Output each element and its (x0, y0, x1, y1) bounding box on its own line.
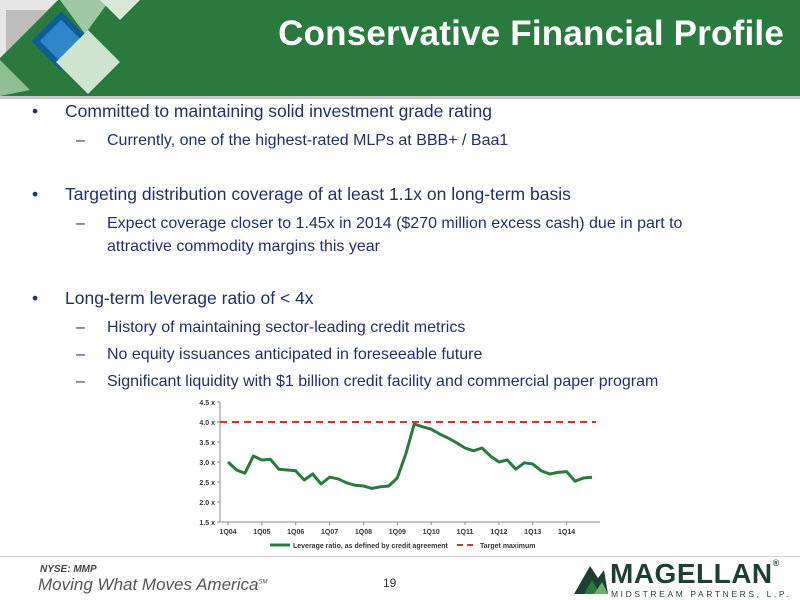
page-number: 19 (383, 576, 397, 590)
y-tick-label: 2.0 x (199, 500, 215, 507)
brand-name: MAGELLAN® (610, 558, 780, 590)
bullet-dot-icon: • (32, 184, 39, 204)
x-tick-label: 1Q11 (457, 529, 474, 536)
bullet-dot-icon: • (32, 101, 39, 121)
x-tick-label: 1Q14 (558, 529, 575, 536)
leverage-chart-svg: 1.5 x 2.0 x 2.5 x 3.0 x 3.5 x 4.0 x 4.5 x 1Q04 1… (199, 400, 600, 550)
x-tick-label: 1Q06 (287, 529, 304, 536)
page-title: Conservative Financial Profile (278, 14, 784, 53)
x-tick-label: 1Q04 (219, 529, 236, 536)
leverage-chart: 1.5 x 2.0 x 2.5 x 3.0 x 3.5 x 4.0 x 4.5 x 1Q04 1… (170, 392, 610, 560)
sub-bullet-text: No equity issuances anticipated in fores… (107, 346, 483, 363)
y-tick-label: 2.5 x (199, 480, 215, 487)
sub-bullet-text: History of maintaining sector-leading cr… (107, 319, 466, 336)
service-mark: SM (258, 579, 268, 586)
footer-divider (0, 556, 800, 557)
y-tick-label: 4.0 x (199, 420, 215, 427)
y-tick-label: 3.0 x (199, 460, 215, 467)
x-tick-label: 1Q08 (355, 529, 372, 536)
y-tick-label: 3.5 x (199, 440, 215, 447)
leverage-ratio-line (226, 422, 593, 490)
brand-registered-mark: ® (772, 558, 780, 568)
brand-name-text: MAGELLAN (610, 558, 773, 589)
x-tick-label: 1Q07 (321, 529, 338, 536)
header-divider (0, 96, 800, 99)
y-tick-label: 4.5 x (199, 400, 215, 407)
tagline-text: Moving What Moves America (38, 575, 259, 594)
magellan-logo-mark-icon (574, 566, 608, 594)
dash-icon: – (76, 132, 85, 149)
y-tick-label: 1.5 x (199, 520, 215, 527)
tagline: Moving What Moves AmericaSM (38, 575, 267, 595)
bullet-text: Targeting distribution coverage of at le… (65, 184, 571, 204)
header-decorative-graphic (0, 0, 160, 96)
legend-label-leverage: Leverage ratio, as defined by credit agr… (293, 543, 449, 550)
bullet-text: Committed to maintaining solid investmen… (65, 101, 493, 121)
x-tick-label: 1Q05 (253, 529, 270, 536)
dash-icon: – (76, 319, 85, 336)
exchange-ticker: NYSE: MMP (40, 564, 97, 575)
x-tick-label: 1Q09 (389, 529, 406, 536)
x-tick-label: 1Q13 (524, 529, 541, 536)
x-tick-label: 1Q12 (490, 529, 507, 536)
brand-subtitle: MIDSTREAM PARTNERS, L.P. (611, 589, 792, 599)
sub-bullet-text: Expect coverage closer to 1.45x in 2014 … (107, 215, 683, 255)
dash-icon: – (76, 346, 85, 363)
dash-icon: – (76, 215, 85, 232)
header-banner: Conservative Financial Profile (0, 0, 800, 96)
sub-bullet-text: Significant liquidity with $1 billion cr… (107, 373, 659, 390)
sub-bullet-text: Currently, one of the highest-rated MLPs… (107, 132, 509, 149)
legend-label-target: Target maximum (480, 543, 536, 550)
x-tick-label: 1Q10 (423, 529, 440, 536)
bullet-dot-icon: • (32, 288, 39, 308)
dash-icon: – (76, 373, 85, 390)
bullet-text: Long-term leverage ratio of < 4x (65, 288, 314, 308)
